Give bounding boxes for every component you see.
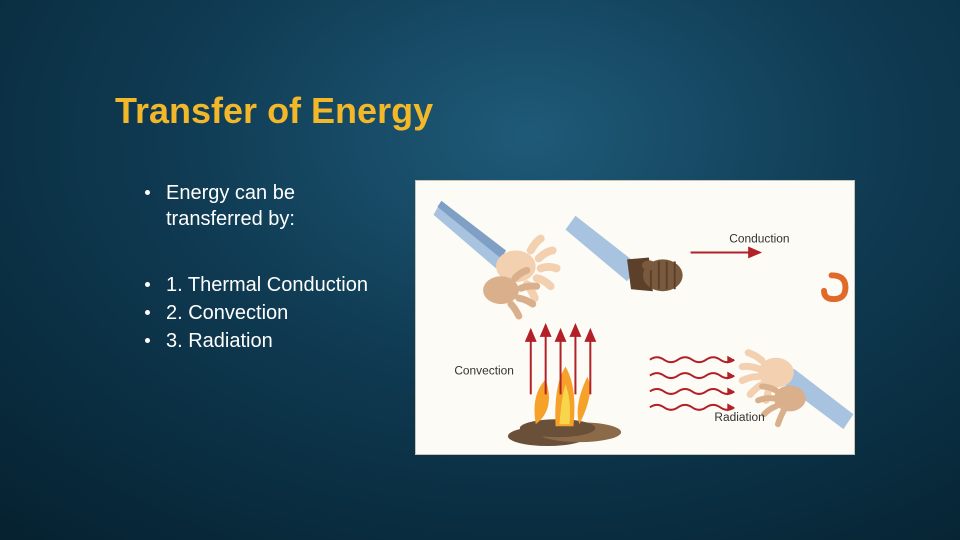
list-item: Energy can be transferred by: <box>145 180 385 232</box>
bullet-icon <box>145 338 150 343</box>
bullet-text: Energy can be transferred by: <box>166 180 385 232</box>
list-item: 3. Radiation <box>145 328 385 354</box>
svg-text:Conduction: Conduction <box>729 232 789 246</box>
bullet-icon <box>145 190 150 195</box>
bullet-list-area: Energy can be transferred by: 1. Thermal… <box>145 180 385 394</box>
bullet-text: 3. Radiation <box>166 328 273 354</box>
slide: Transfer of Energy Energy can be transfe… <box>0 0 960 540</box>
svg-text:Radiation: Radiation <box>714 410 764 424</box>
bullet-text: 1. Thermal Conduction <box>166 272 368 298</box>
slide-title: Transfer of Energy <box>115 90 433 132</box>
svg-text:Convection: Convection <box>454 364 514 378</box>
list-item: 1. Thermal Conduction <box>145 272 385 298</box>
heat-transfer-illustration: Convection Conduction Radiation <box>415 180 855 455</box>
bullet-icon <box>145 282 150 287</box>
bullet-group-2: 1. Thermal Conduction 2. Convection 3. R… <box>145 272 385 354</box>
list-item: 2. Convection <box>145 300 385 326</box>
bullet-group-1: Energy can be transferred by: <box>145 180 385 232</box>
bullet-icon <box>145 310 150 315</box>
bullet-text: 2. Convection <box>166 300 288 326</box>
